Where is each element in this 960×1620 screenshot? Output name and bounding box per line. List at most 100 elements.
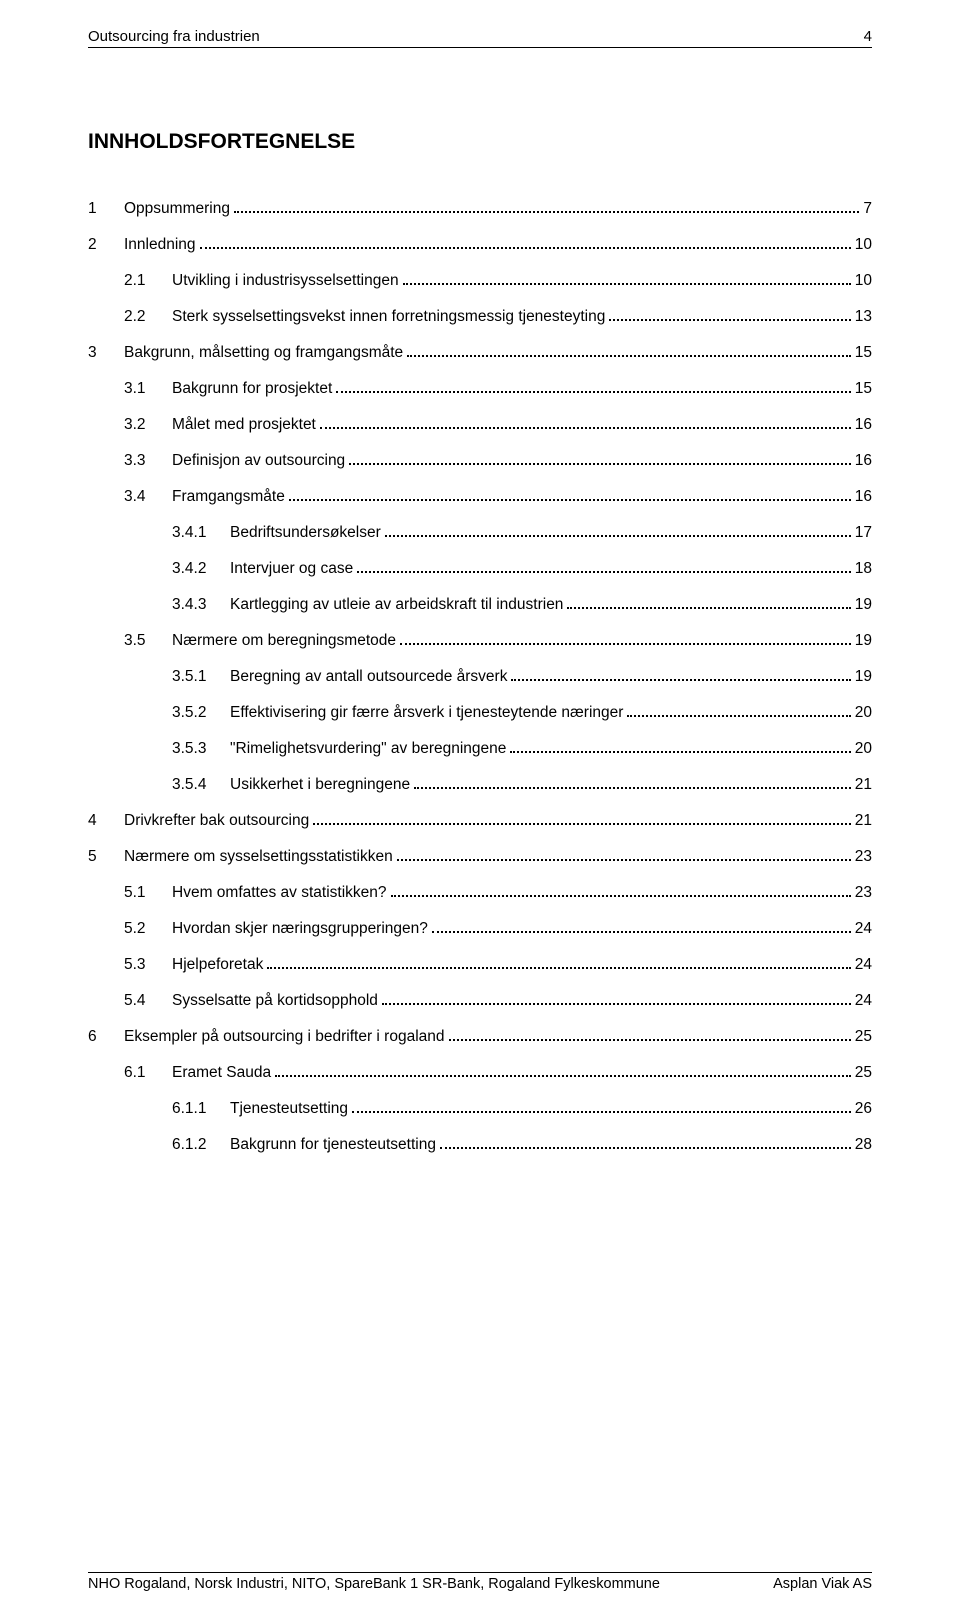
toc-entry-number: 2 bbox=[88, 236, 124, 254]
toc-entry-title: Utvikling i industrisysselsettingen bbox=[172, 272, 399, 290]
toc-dot-leader bbox=[320, 427, 851, 429]
toc-entry-number: 6.1.1 bbox=[172, 1100, 230, 1118]
toc-entry: 1Oppsummering 7 bbox=[88, 200, 872, 218]
toc-entry-page: 13 bbox=[855, 308, 872, 326]
toc-entry-title: Bakgrunn for tjenesteutsetting bbox=[230, 1136, 436, 1154]
toc-entry: 6.1.2Bakgrunn for tjenesteutsetting28 bbox=[88, 1136, 872, 1154]
toc-entry-page: 19 bbox=[855, 596, 872, 614]
toc-entry-page: 20 bbox=[855, 740, 872, 758]
toc-dot-leader bbox=[397, 859, 851, 861]
toc-entry: 3.5.4Usikkerhet i beregningene21 bbox=[88, 776, 872, 794]
toc-entry-title: Effektivisering gir færre årsverk i tjen… bbox=[230, 704, 623, 722]
toc-entry-page: 15 bbox=[855, 344, 872, 362]
toc-entry-number: 3.4.2 bbox=[172, 560, 230, 578]
toc-dot-leader bbox=[267, 967, 850, 969]
toc-entry-number: 6.1 bbox=[124, 1064, 172, 1082]
toc-dot-leader bbox=[432, 931, 851, 933]
toc-entry-title: Oppsummering bbox=[124, 200, 230, 218]
toc-entry-page: 20 bbox=[855, 704, 872, 722]
toc-entry-page: 21 bbox=[855, 776, 872, 794]
toc-entry-title: Eksempler på outsourcing i bedrifter i r… bbox=[124, 1028, 445, 1046]
toc-entry: 3.4.2Intervjuer og case 18 bbox=[88, 560, 872, 578]
toc-entry: 3.5.2Effektivisering gir færre årsverk i… bbox=[88, 704, 872, 722]
toc-entry-page: 25 bbox=[855, 1064, 872, 1082]
toc-entry: 6Eksempler på outsourcing i bedrifter i … bbox=[88, 1028, 872, 1046]
table-of-contents: 1Oppsummering72Innledning102.1Utvikling … bbox=[88, 200, 872, 1172]
toc-entry-title: Målet med prosjektet bbox=[172, 416, 316, 434]
toc-entry: 3.1Bakgrunn for prosjektet15 bbox=[88, 380, 872, 398]
toc-entry: 6.1.1Tjenesteutsetting26 bbox=[88, 1100, 872, 1118]
toc-entry-page: 17 bbox=[855, 524, 872, 542]
toc-dot-leader bbox=[400, 643, 851, 645]
toc-dot-leader bbox=[414, 787, 851, 789]
toc-entry-number: 5.3 bbox=[124, 956, 172, 974]
toc-entry-number: 2.1 bbox=[124, 272, 172, 290]
toc-entry-title: Definisjon av outsourcing bbox=[172, 452, 345, 470]
toc-entry-number: 3.4 bbox=[124, 488, 172, 506]
toc-entry-number: 4 bbox=[88, 812, 124, 830]
toc-entry: 3.5.1Beregning av antall outsourcede års… bbox=[88, 668, 872, 686]
toc-entry-page: 23 bbox=[855, 884, 872, 902]
toc-dot-leader bbox=[449, 1039, 851, 1041]
toc-entry-page: 16 bbox=[855, 416, 872, 434]
toc-entry-title: Intervjuer og case bbox=[230, 560, 353, 578]
toc-entry-title: Innledning bbox=[124, 236, 196, 254]
toc-entry: 6.1Eramet Sauda 25 bbox=[88, 1064, 872, 1082]
toc-entry: 5.3Hjelpeforetak24 bbox=[88, 956, 872, 974]
toc-entry-number: 3.5.2 bbox=[172, 704, 230, 722]
toc-entry-title: Bedriftsundersøkelser bbox=[230, 524, 381, 542]
toc-heading: INNHOLDSFORTEGNELSE bbox=[88, 130, 355, 154]
toc-entry: 3.4.3Kartlegging av utleie av arbeidskra… bbox=[88, 596, 872, 614]
toc-dot-leader bbox=[510, 751, 850, 753]
toc-entry-title: Eramet Sauda bbox=[172, 1064, 271, 1082]
toc-entry-title: Tjenesteutsetting bbox=[230, 1100, 348, 1118]
toc-entry-number: 5.2 bbox=[124, 920, 172, 938]
toc-entry-title: Framgangsmåte bbox=[172, 488, 285, 506]
toc-entry-number: 3.5 bbox=[124, 632, 172, 650]
toc-entry: 3.5Nærmere om beregningsmetode19 bbox=[88, 632, 872, 650]
toc-entry-number: 5 bbox=[88, 848, 124, 866]
toc-dot-leader bbox=[391, 895, 851, 897]
toc-dot-leader bbox=[275, 1075, 851, 1077]
toc-entry: 5Nærmere om sysselsettingsstatistikken23 bbox=[88, 848, 872, 866]
toc-entry-number: 5.1 bbox=[124, 884, 172, 902]
toc-entry: 5.4Sysselsatte på kortidsopphold24 bbox=[88, 992, 872, 1010]
toc-dot-leader bbox=[440, 1147, 851, 1149]
toc-entry: 2Innledning 10 bbox=[88, 236, 872, 254]
toc-dot-leader bbox=[289, 499, 851, 501]
toc-entry-page: 10 bbox=[855, 236, 872, 254]
toc-dot-leader bbox=[407, 355, 851, 357]
toc-dot-leader bbox=[200, 247, 851, 249]
toc-entry-number: 3.1 bbox=[124, 380, 172, 398]
toc-entry-page: 7 bbox=[863, 200, 872, 218]
toc-entry-title: Bakgrunn for prosjektet bbox=[172, 380, 332, 398]
toc-entry-number: 1 bbox=[88, 200, 124, 218]
toc-dot-leader bbox=[234, 211, 859, 213]
toc-entry-number: 2.2 bbox=[124, 308, 172, 326]
toc-entry: 2.2Sterk sysselsettingsvekst innen forre… bbox=[88, 308, 872, 326]
toc-entry-title: Hjelpeforetak bbox=[172, 956, 263, 974]
toc-dot-leader bbox=[627, 715, 850, 717]
footer-right: Asplan Viak AS bbox=[773, 1576, 872, 1592]
toc-entry: 5.2Hvordan skjer næringsgrupperingen?24 bbox=[88, 920, 872, 938]
toc-entry: 2.1Utvikling i industrisysselsettingen 10 bbox=[88, 272, 872, 290]
toc-entry-title: Drivkrefter bak outsourcing bbox=[124, 812, 309, 830]
toc-entry-page: 24 bbox=[855, 920, 872, 938]
header-title: Outsourcing fra industrien bbox=[88, 28, 260, 45]
toc-entry: 4Drivkrefter bak outsourcing21 bbox=[88, 812, 872, 830]
toc-entry-page: 18 bbox=[855, 560, 872, 578]
toc-entry-number: 3 bbox=[88, 344, 124, 362]
toc-entry-number: 3.5.1 bbox=[172, 668, 230, 686]
toc-entry: 5.1Hvem omfattes av statistikken?23 bbox=[88, 884, 872, 902]
page-footer: NHO Rogaland, Norsk Industri, NITO, Spar… bbox=[88, 1572, 872, 1592]
toc-dot-leader bbox=[567, 607, 850, 609]
toc-dot-leader bbox=[313, 823, 851, 825]
toc-entry-number: 6.1.2 bbox=[172, 1136, 230, 1154]
toc-entry-number: 6 bbox=[88, 1028, 124, 1046]
toc-dot-leader bbox=[349, 463, 851, 465]
toc-dot-leader bbox=[609, 319, 850, 321]
toc-entry-page: 10 bbox=[855, 272, 872, 290]
toc-entry-page: 25 bbox=[855, 1028, 872, 1046]
toc-entry-page: 16 bbox=[855, 452, 872, 470]
toc-dot-leader bbox=[357, 571, 851, 573]
